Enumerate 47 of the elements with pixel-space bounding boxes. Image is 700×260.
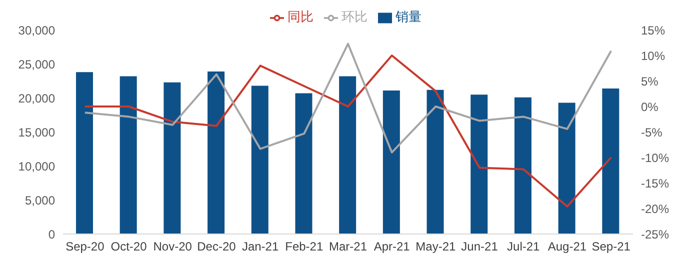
bar [558,102,576,234]
line-series [84,54,612,208]
bar [602,88,620,234]
bar [470,94,488,234]
x-tick-label: Jun-21 [461,240,498,254]
x-tick-label: Aug-21 [548,240,587,254]
y2-tick-label: -5% [641,125,663,140]
y-tick-label: 10,000 [18,159,56,174]
bar [251,86,268,234]
x-tick-label: Mar-21 [328,240,368,254]
bar [382,90,400,234]
y-tick-label: 25,000 [18,57,56,72]
bar [426,90,444,234]
y2-tick-label: -25% [641,227,670,242]
y2-tick-label: -15% [641,176,670,190]
legend-label: 销量 [396,9,422,24]
line-series [84,42,612,154]
x-tick-label: Sep-21 [592,240,631,254]
bar [76,72,93,234]
y-tick-label: 20,000 [18,91,56,106]
y-tick-label: 5,000 [24,193,56,208]
x-tick-label: Apr-21 [374,240,410,254]
bar [339,76,356,234]
y-tick-label: 30,000 [18,23,56,38]
y2-tick-label: -10% [641,150,670,165]
y2-tick-label: 5% [641,74,659,88]
y2-tick-label: 10% [641,48,666,63]
bar [120,76,137,234]
y2-tick-label: 15% [641,23,666,38]
x-tick-label: Sep-20 [66,240,105,254]
bar [514,97,532,234]
y2-tick-label: 0% [641,100,659,114]
legend-label: 环比 [342,9,368,24]
bar [295,93,312,234]
x-tick-label: Oct-20 [110,240,148,254]
x-tick-label: May-21 [416,240,456,254]
y2-tick-label: -20% [641,202,670,216]
x-tick-label: Jan-21 [242,240,279,254]
x-tick-label: Nov-20 [153,240,192,254]
bar [208,71,225,234]
x-tick-label: Feb-21 [285,240,324,254]
bar [164,82,181,234]
y-tick-label: 0 [48,227,56,242]
x-tick-label: Dec-20 [197,240,236,254]
x-tick-label: Jul-21 [507,240,540,254]
y-tick-label: 15,000 [18,125,56,140]
legend-label: 同比 [288,9,314,24]
